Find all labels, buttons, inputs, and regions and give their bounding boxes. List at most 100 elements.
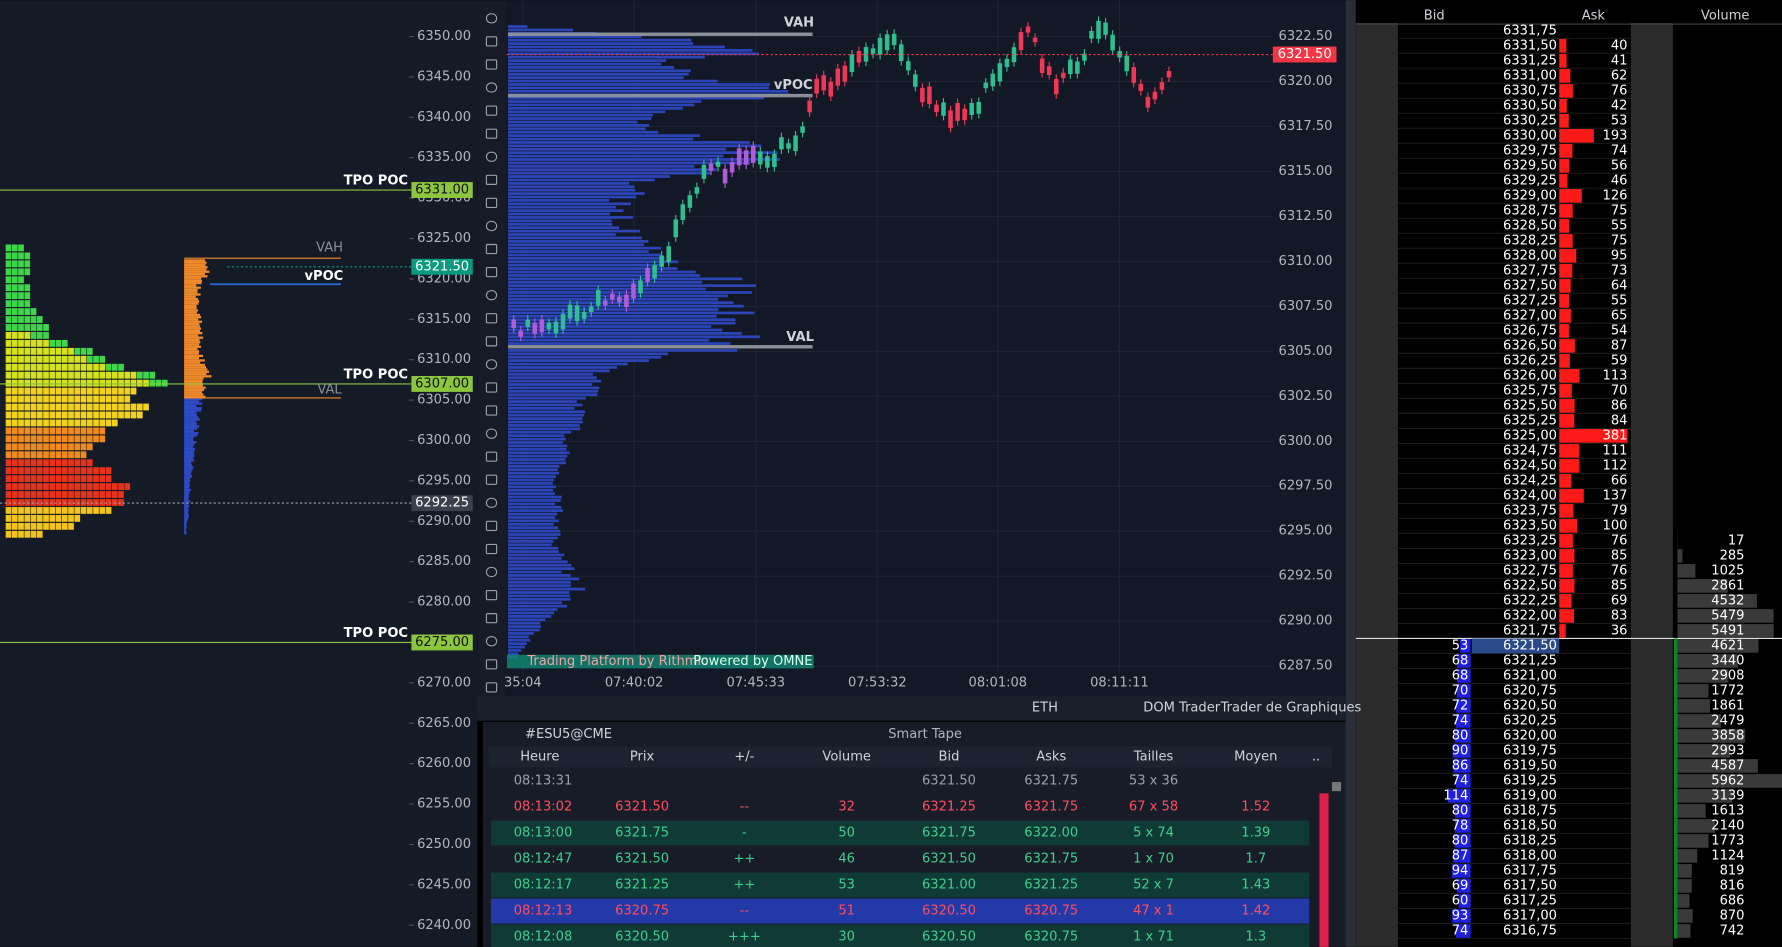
tpo-cell [61, 522, 68, 530]
tool-icon[interactable] [485, 197, 498, 209]
tool-icon[interactable] [485, 520, 498, 532]
volume-profile-bar [184, 477, 191, 480]
session-select[interactable]: ETH [1032, 701, 1058, 716]
tpo-cell [49, 491, 56, 498]
candle-body [736, 148, 742, 166]
candle-body [1096, 20, 1101, 39]
volume-profile-bar [184, 259, 205, 262]
tpo-cell [11, 514, 18, 522]
tool-icon[interactable] [485, 174, 498, 185]
tool-icon[interactable] [485, 566, 498, 578]
ask-bar [1559, 369, 1580, 383]
tpo-cell [68, 507, 74, 514]
tpo-cell [93, 483, 99, 490]
tpo-cell [11, 522, 18, 530]
tape-cell: 67 x 58 [1129, 799, 1178, 814]
main-val-label: VAL [786, 330, 814, 345]
tool-icon[interactable] [485, 497, 498, 508]
volume-profile-bar [184, 307, 197, 310]
tool-icon[interactable] [485, 36, 498, 47]
volume-profile-bar [184, 334, 199, 337]
tool-icon[interactable] [485, 243, 498, 255]
tool-icon[interactable] [485, 220, 498, 232]
ask-bar [1559, 114, 1569, 128]
tape-symbol[interactable]: #ESU5@CME [525, 727, 612, 742]
volume-size: 4621 [1711, 638, 1744, 653]
tpo-cell [24, 419, 31, 427]
tool-icon[interactable] [485, 267, 498, 278]
tpo-cell [11, 308, 18, 315]
tpo-cell [74, 483, 81, 490]
tpo-cell [49, 427, 56, 435]
volume-bar [1677, 849, 1698, 863]
tool-icon[interactable] [485, 682, 498, 693]
tool-icon[interactable] [485, 589, 498, 601]
tpo-cell [18, 260, 24, 268]
tool-icon[interactable] [485, 659, 498, 670]
tpo-cell [80, 419, 87, 427]
tpo-cell [68, 371, 74, 379]
bid-bar [1455, 774, 1471, 788]
tape-row-bg [490, 872, 1310, 898]
tpo-cell [74, 363, 81, 371]
tool-icon[interactable] [485, 451, 498, 462]
volume-profile-bar [508, 594, 570, 598]
tool-icon[interactable] [485, 313, 498, 324]
chart-trader-button[interactable]: Trader de Graphiques [1220, 701, 1362, 716]
tpo-cell [105, 379, 112, 387]
ask-size: 113 [1603, 368, 1628, 383]
volume-profile-bar [184, 297, 199, 301]
best-bid-highlight [1471, 638, 1560, 654]
volume-profile-bar [184, 484, 190, 487]
tool-icon[interactable] [485, 636, 498, 647]
tool-icon[interactable] [485, 543, 498, 555]
tool-icon[interactable] [485, 428, 498, 439]
tool-icon[interactable] [485, 13, 498, 24]
volume-profile-bar [184, 363, 205, 367]
price-tag [411, 634, 473, 651]
tool-icon[interactable] [485, 59, 498, 70]
tpo-cell [105, 483, 112, 490]
volume-profile-bar [508, 597, 571, 601]
tpo-cell [74, 451, 81, 459]
tape-cell: -- [740, 799, 750, 814]
tool-icon[interactable] [485, 359, 498, 370]
volume-profile-bar [508, 400, 577, 403]
volume-profile-bar [508, 601, 562, 605]
candle-body [645, 268, 650, 282]
ask-bar [1559, 504, 1574, 518]
volume-profile-bar [508, 294, 728, 298]
tape-cell: 52 x 7 [1133, 878, 1174, 893]
tool-icon[interactable] [485, 82, 498, 93]
tpo-cell [118, 483, 124, 490]
tpo-cell [105, 491, 112, 498]
tool-icon[interactable] [485, 290, 498, 301]
tool-icon[interactable] [485, 128, 498, 139]
tool-icon[interactable] [485, 474, 498, 485]
tpo-cell [11, 459, 18, 467]
tool-icon[interactable] [485, 613, 498, 624]
tool-icon[interactable] [485, 405, 498, 416]
tpo-cell [68, 427, 74, 435]
ask-size: 112 [1603, 458, 1628, 473]
tool-icon[interactable] [485, 336, 498, 347]
tool-icon[interactable] [485, 151, 498, 162]
volume-profile-bar [508, 199, 610, 202]
tpo-cell [18, 514, 24, 522]
ask-bar [1559, 309, 1571, 323]
tpo-cell [161, 379, 168, 387]
tool-icon[interactable] [485, 105, 498, 116]
tpo-cell [61, 499, 68, 506]
volume-bar [1677, 669, 1729, 683]
dom-trader-button[interactable]: DOM Trader [1143, 701, 1220, 716]
candle-body [941, 102, 946, 116]
tool-icon[interactable] [485, 382, 498, 393]
ask-size: 59 [1611, 353, 1628, 368]
volume-profile-bar [184, 338, 200, 342]
tpo-cell [36, 475, 43, 483]
candle-body [1068, 59, 1073, 75]
volume-size: 2908 [1711, 668, 1744, 683]
tpo-cell [86, 387, 93, 395]
tpo-cell [49, 371, 56, 379]
bid-bar [1456, 699, 1471, 713]
